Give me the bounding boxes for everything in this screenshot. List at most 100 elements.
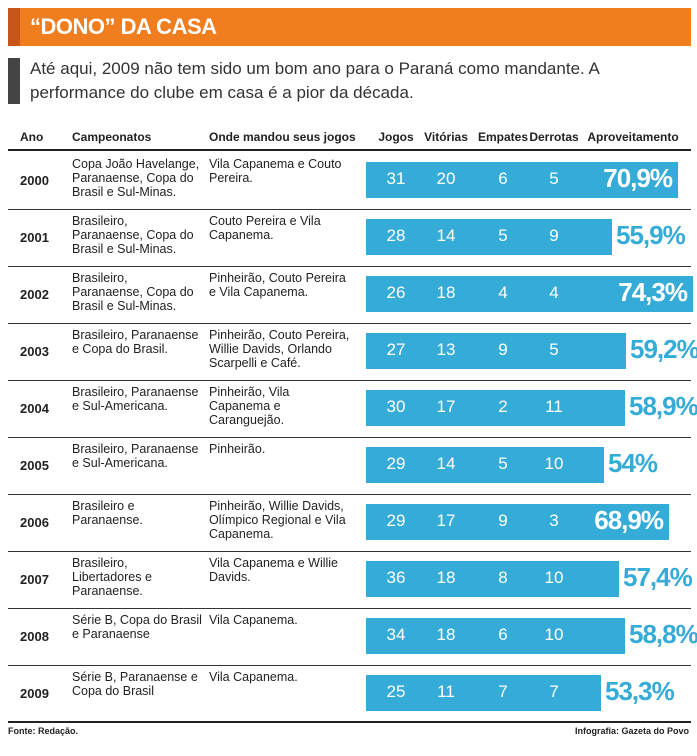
row-derrotas: 10 (544, 568, 564, 587)
header-derrotas: Derrotas (529, 130, 579, 144)
row-jogos: 29 (386, 511, 406, 530)
row-derrotas: 10 (544, 625, 564, 644)
onde-line: Vila Capanema. (209, 613, 298, 627)
row-empates: 9 (498, 511, 508, 530)
row-jogos: 31 (386, 169, 406, 188)
row-onde: Vila Capanema. (209, 670, 298, 684)
row-onde: Pinheirão, Couto Pereira, Willie Davids, … (209, 328, 349, 370)
onde-line: Scarpelli e Café. (209, 356, 301, 370)
campeonatos-line: Série B, Paranaense e (72, 670, 198, 684)
row-derrotas: 10 (544, 454, 564, 473)
aproveitamento-bar (366, 219, 612, 255)
title-bar: “DONO” DA CASA (8, 8, 691, 46)
campeonatos-line: Paranaense, Copa do (72, 228, 194, 242)
onde-line: Capanema. (209, 228, 274, 242)
aproveitamento-bar (366, 504, 669, 540)
table-row: 2004 Brasileiro, Paranaense e Sul-American… (0, 380, 697, 437)
onde-line: Olímpico Regional e Vila (209, 513, 346, 527)
row-campeonatos: Brasileiro, Libertadores e Paranaense. (72, 556, 152, 598)
onde-line: Willie Davids, Orlando (209, 342, 332, 356)
campeonatos-line: Libertadores e (72, 570, 152, 584)
row-empates: 9 (498, 340, 508, 359)
row-campeonatos: Brasileiro, Paranaense, Copa do Brasil e S… (72, 271, 194, 313)
campeonatos-line: Paranaense. (72, 584, 143, 598)
row-vitorias: 13 (436, 340, 456, 359)
row-derrotas: 5 (549, 340, 559, 359)
row-vitorias: 18 (436, 568, 456, 587)
row-year: 2000 (20, 173, 49, 188)
row-divider (8, 380, 691, 381)
row-campeonatos: Brasileiro, Paranaense, Copa do Brasil e S… (72, 214, 194, 256)
row-empates: 7 (498, 682, 508, 701)
row-year: 2009 (20, 686, 49, 701)
row-onde: Vila Capanema e Willie Davids. (209, 556, 338, 584)
onde-line: Capanema e (209, 399, 281, 413)
campeonatos-line: Paranaense, Copa do (72, 285, 194, 299)
campeonatos-line: Brasileiro, Paranaense (72, 385, 199, 399)
aproveitamento-label: 58,8% (629, 619, 697, 649)
row-divider (8, 665, 691, 666)
row-divider (8, 608, 691, 609)
subtitle-accent (8, 58, 20, 104)
aproveitamento-label: 58,9% (629, 391, 697, 421)
table-row: 2003 Brasileiro, Paranaense e Copa do Bras… (0, 323, 697, 380)
row-onde: Vila Capanema e Couto Pereira. (209, 157, 342, 185)
row-year: 2003 (20, 344, 49, 359)
campeonatos-line: Copa do Brasil (72, 684, 154, 698)
row-onde: Pinheirão, Willie Davids, Olímpico Region… (209, 499, 346, 541)
row-divider (8, 323, 691, 324)
campeonatos-line: Paranaense, Copa do (72, 171, 194, 185)
onde-line: Pinheirão, Willie Davids, (209, 499, 344, 513)
campeonatos-line: Brasileiro, (72, 271, 128, 285)
row-year: 2008 (20, 629, 49, 644)
table-row: 2000 Copa João Havelange, Paranaense, Copa… (0, 152, 697, 209)
aproveitamento-bar (366, 561, 619, 597)
row-empates: 6 (498, 169, 508, 188)
campeonatos-line: e Sul-Americana. (72, 399, 168, 413)
campeonatos-line: Brasileiro, (72, 214, 128, 228)
row-derrotas: 7 (549, 682, 559, 701)
onde-line: Pinheirão. (209, 442, 266, 456)
row-jogos: 25 (386, 682, 406, 701)
row-onde: Pinheirão, Couto Pereira e Vila Capanema. (209, 271, 346, 299)
row-campeonatos: Brasileiro e Paranaense. (72, 499, 143, 527)
onde-line: Vila Capanema e Couto (209, 157, 342, 171)
header-jogos: Jogos (378, 130, 414, 144)
table-row: 2006 Brasileiro e Paranaense. Pinheirão, Wi… (0, 494, 697, 551)
row-onde: Pinheirão. (209, 442, 265, 456)
bottom-divider (8, 721, 691, 723)
row-derrotas: 9 (549, 226, 559, 245)
row-jogos: 34 (386, 625, 406, 644)
row-divider (8, 437, 691, 438)
campeonatos-line: Série B, Copa do Brasil (72, 613, 202, 627)
table-row: 2001 Brasileiro, Paranaense, Copa do Brasil… (0, 209, 697, 266)
row-empates: 8 (498, 568, 508, 587)
row-year: 2005 (20, 458, 49, 473)
onde-line: Capanema. (209, 527, 274, 541)
onde-line: Pinheirão, Couto Pereira (209, 271, 346, 285)
aproveitamento-label: 59,2% (630, 334, 697, 364)
row-onde: Pinheirão, Vila Capanema e Caranguejão. (209, 385, 289, 427)
row-vitorias: 14 (436, 454, 456, 473)
aproveitamento-label: 74,3% (618, 277, 688, 307)
campeonatos-line: e Paranaense (72, 627, 150, 641)
campeonatos-line: Brasileiro e (72, 499, 135, 513)
row-vitorias: 17 (436, 397, 456, 416)
row-divider (8, 551, 691, 552)
row-year: 2006 (20, 515, 49, 530)
row-divider (8, 266, 691, 267)
row-onde: Vila Capanema. (209, 613, 298, 627)
aproveitamento-bar (366, 276, 693, 312)
row-campeonatos: Série B, Paranaense e Copa do Brasil (72, 670, 198, 698)
header-ano: Ano (20, 130, 44, 144)
onde-line: Pereira. (209, 171, 253, 185)
campeonatos-line: Brasil e Sul-Minas. (72, 185, 177, 199)
row-vitorias: 18 (436, 283, 456, 302)
header-empates: Empates (477, 130, 529, 144)
header-divider (8, 149, 691, 151)
aproveitamento-bar (366, 390, 625, 426)
row-derrotas: 5 (549, 169, 559, 188)
chart-title: “DONO” DA CASA (30, 14, 217, 39)
onde-line: Vila Capanema. (209, 670, 298, 684)
campeonatos-line: Paranaense. (72, 513, 143, 527)
